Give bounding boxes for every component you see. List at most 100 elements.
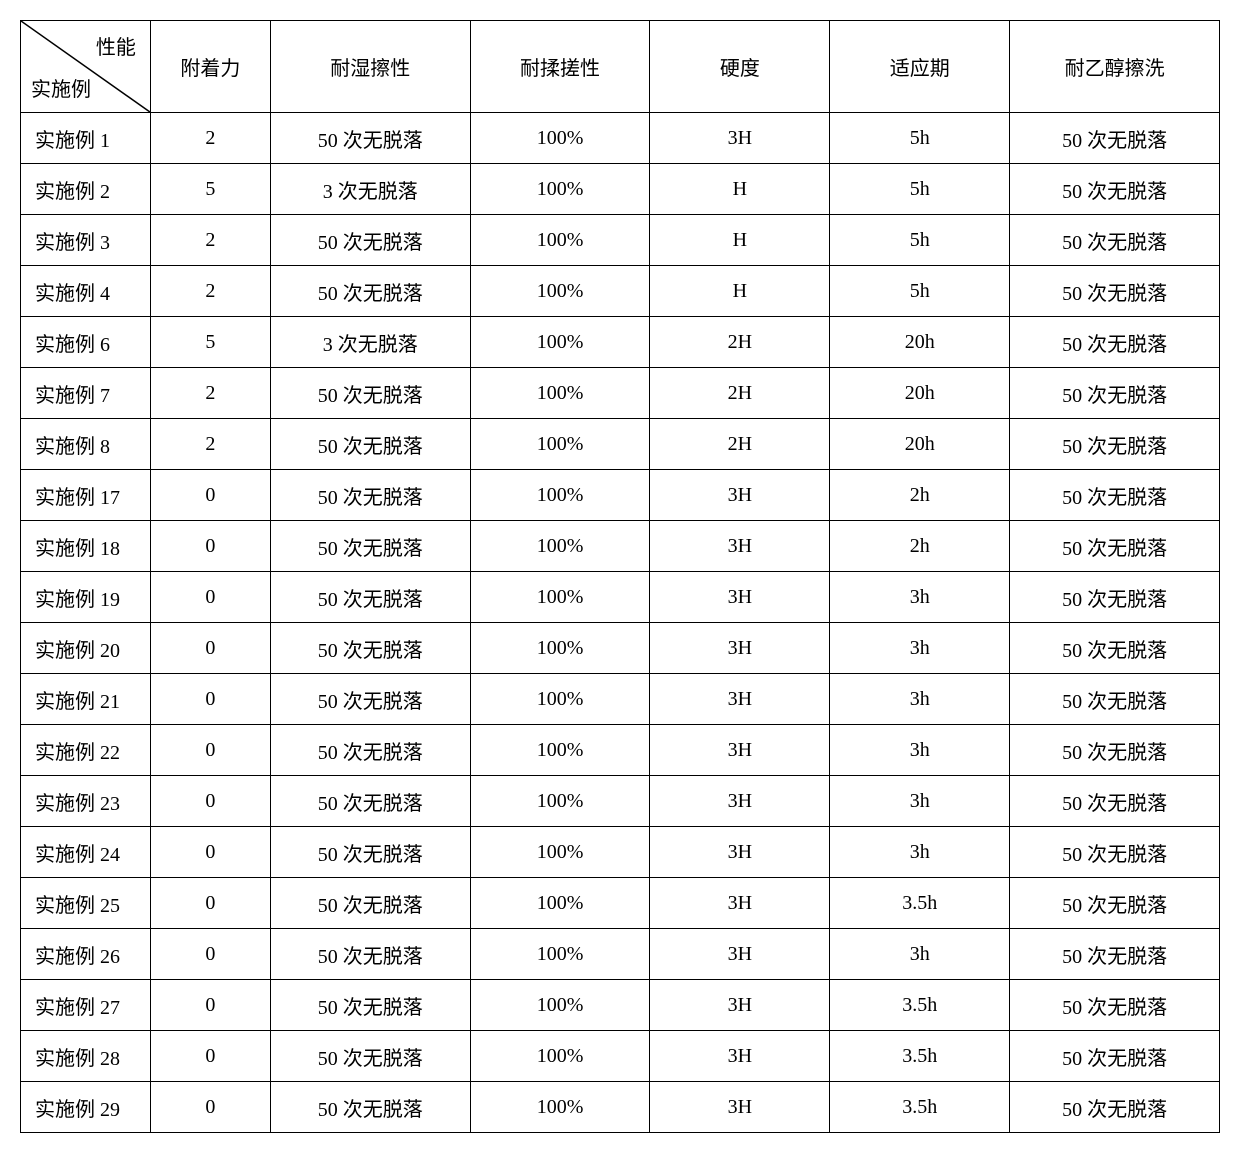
cell: 100% [470, 419, 650, 470]
cell: 50 次无脱落 [1010, 674, 1220, 725]
table-row: 实施例 7250 次无脱落100%2H20h50 次无脱落 [21, 368, 1220, 419]
table-row: 实施例 21050 次无脱落100%3H3h50 次无脱落 [21, 674, 1220, 725]
row-label: 实施例 28 [21, 1031, 151, 1082]
cell: 0 [150, 470, 270, 521]
cell: 100% [470, 878, 650, 929]
table-row: 实施例 26050 次无脱落100%3H3h50 次无脱落 [21, 929, 1220, 980]
cell: 3H [650, 980, 830, 1031]
cell: 50 次无脱落 [270, 1082, 470, 1133]
cell: 3H [650, 623, 830, 674]
cell: H [650, 215, 830, 266]
table-row: 实施例 253 次无脱落100%H5h50 次无脱落 [21, 164, 1220, 215]
cell: 50 次无脱落 [1010, 1031, 1220, 1082]
cell: 50 次无脱落 [270, 266, 470, 317]
cell: 50 次无脱落 [270, 776, 470, 827]
cell: 50 次无脱落 [1010, 1082, 1220, 1133]
row-label: 实施例 24 [21, 827, 151, 878]
cell: 3h [830, 623, 1010, 674]
table-row: 实施例 3250 次无脱落100%H5h50 次无脱落 [21, 215, 1220, 266]
table-row: 实施例 23050 次无脱落100%3H3h50 次无脱落 [21, 776, 1220, 827]
header-row: 性能 实施例 附着力 耐湿擦性 耐揉搓性 硬度 适应期 耐乙醇擦洗 [21, 21, 1220, 113]
row-label: 实施例 7 [21, 368, 151, 419]
table-row: 实施例 18050 次无脱落100%3H2h50 次无脱落 [21, 521, 1220, 572]
cell: 100% [470, 266, 650, 317]
cell: 3.5h [830, 1082, 1010, 1133]
cell: 5h [830, 266, 1010, 317]
cell: 3H [650, 1082, 830, 1133]
cell: 50 次无脱落 [1010, 215, 1220, 266]
cell: 3H [650, 113, 830, 164]
cell: H [650, 164, 830, 215]
cell: 3H [650, 1031, 830, 1082]
cell: 3H [650, 776, 830, 827]
row-label: 实施例 17 [21, 470, 151, 521]
table-header: 性能 实施例 附着力 耐湿擦性 耐揉搓性 硬度 适应期 耐乙醇擦洗 [21, 21, 1220, 113]
cell: 5h [830, 164, 1010, 215]
cell: 3h [830, 776, 1010, 827]
cell: 5 [150, 164, 270, 215]
cell: 50 次无脱落 [1010, 266, 1220, 317]
cell: 0 [150, 827, 270, 878]
cell: 3h [830, 572, 1010, 623]
cell: 3H [650, 521, 830, 572]
cell: 5h [830, 113, 1010, 164]
table-row: 实施例 20050 次无脱落100%3H3h50 次无脱落 [21, 623, 1220, 674]
header-col-crumple: 耐揉搓性 [470, 21, 650, 113]
cell: 50 次无脱落 [270, 725, 470, 776]
cell: 50 次无脱落 [270, 623, 470, 674]
cell: 100% [470, 929, 650, 980]
row-label: 实施例 29 [21, 1082, 151, 1133]
cell: 50 次无脱落 [270, 878, 470, 929]
cell: 2h [830, 521, 1010, 572]
header-col-adhesion: 附着力 [150, 21, 270, 113]
cell: 5 [150, 317, 270, 368]
cell: 100% [470, 623, 650, 674]
cell: 50 次无脱落 [270, 215, 470, 266]
cell: 50 次无脱落 [1010, 980, 1220, 1031]
table-row: 实施例 653 次无脱落100%2H20h50 次无脱落 [21, 317, 1220, 368]
cell: 50 次无脱落 [1010, 572, 1220, 623]
cell: 0 [150, 1082, 270, 1133]
row-label: 实施例 4 [21, 266, 151, 317]
cell: 3H [650, 725, 830, 776]
cell: 50 次无脱落 [270, 1031, 470, 1082]
cell: 2H [650, 368, 830, 419]
table-row: 实施例 24050 次无脱落100%3H3h50 次无脱落 [21, 827, 1220, 878]
cell: 50 次无脱落 [270, 368, 470, 419]
cell: 50 次无脱落 [1010, 164, 1220, 215]
cell: 50 次无脱落 [1010, 623, 1220, 674]
cell: 3H [650, 572, 830, 623]
cell: 2H [650, 419, 830, 470]
cell: 0 [150, 674, 270, 725]
table-row: 实施例 29050 次无脱落100%3H3.5h50 次无脱落 [21, 1082, 1220, 1133]
cell: 50 次无脱落 [1010, 317, 1220, 368]
header-diag-cell: 性能 实施例 [21, 21, 151, 113]
cell: 3H [650, 929, 830, 980]
cell: 2 [150, 266, 270, 317]
cell: 3h [830, 929, 1010, 980]
row-label: 实施例 8 [21, 419, 151, 470]
cell: 50 次无脱落 [270, 572, 470, 623]
cell: 100% [470, 368, 650, 419]
cell: 50 次无脱落 [270, 827, 470, 878]
cell: 100% [470, 521, 650, 572]
cell: 3h [830, 725, 1010, 776]
header-diag-bottom: 实施例 [31, 73, 91, 102]
table-row: 实施例 22050 次无脱落100%3H3h50 次无脱落 [21, 725, 1220, 776]
row-label: 实施例 25 [21, 878, 151, 929]
table-row: 实施例 8250 次无脱落100%2H20h50 次无脱落 [21, 419, 1220, 470]
row-label: 实施例 26 [21, 929, 151, 980]
cell: 2H [650, 317, 830, 368]
header-col-ethanol-rub: 耐乙醇擦洗 [1010, 21, 1220, 113]
cell: 3.5h [830, 980, 1010, 1031]
table-row: 实施例 19050 次无脱落100%3H3h50 次无脱落 [21, 572, 1220, 623]
table-body: 实施例 1250 次无脱落100%3H5h50 次无脱落实施例 253 次无脱落… [21, 113, 1220, 1133]
cell: 3H [650, 878, 830, 929]
cell: 100% [470, 470, 650, 521]
cell: 100% [470, 215, 650, 266]
table-row: 实施例 4250 次无脱落100%H5h50 次无脱落 [21, 266, 1220, 317]
cell: 50 次无脱落 [1010, 113, 1220, 164]
cell: 2 [150, 113, 270, 164]
cell: 3.5h [830, 878, 1010, 929]
row-label: 实施例 3 [21, 215, 151, 266]
